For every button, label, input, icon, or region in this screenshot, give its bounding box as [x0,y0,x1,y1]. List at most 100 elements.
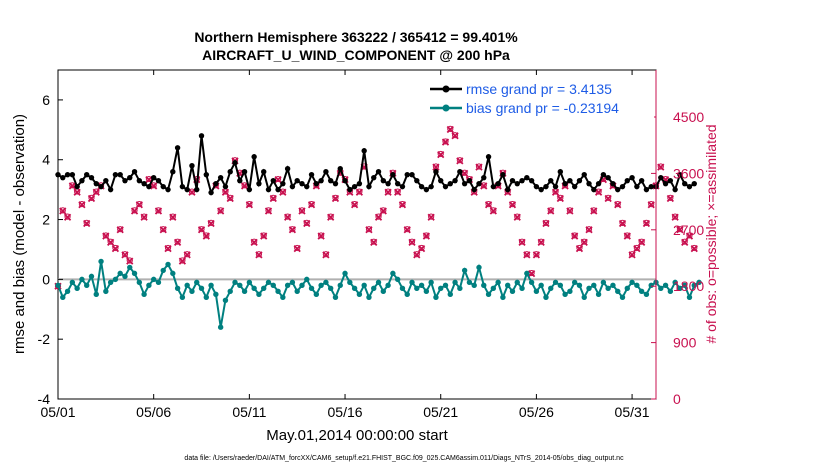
bias-point [438,285,444,292]
obs-assimilated-point [642,219,651,228]
obs-assimilated-point [264,207,273,215]
obs-assimilated-point [188,188,196,196]
obs-assimilated-point [537,238,545,246]
bias-point [361,282,367,289]
bias-point [390,270,396,277]
bias-point [88,273,95,280]
rmse-point [98,183,104,190]
obs-assimilated-point [355,188,364,196]
obs-assimilated-point [508,201,517,209]
bias-point [562,291,568,298]
obs-assimilated-point [135,201,143,209]
obs-possible-point [83,219,90,227]
obs-possible-point [155,207,162,214]
bias-point [414,285,420,292]
obs-assimilated-point [676,226,684,234]
rmse-point [347,186,353,193]
bias-point [605,285,611,292]
obs-possible-point [648,201,655,208]
obs-assimilated-point [150,182,158,190]
obs-possible-point [428,213,435,220]
bias-point [222,297,229,303]
rmse-point [409,171,415,178]
rmse-point [275,186,281,193]
obs-possible-point [160,226,167,233]
rmse-point [452,177,458,184]
obs-assimilated-point [527,270,536,278]
obs-assimilated-point [111,244,120,253]
rmse-point [103,177,109,184]
obs-assimilated-point [183,251,191,259]
bias-point [308,285,315,292]
obs-assimilated-point [73,188,81,196]
obs-possible-point [624,232,631,239]
obs-assimilated-point [571,232,579,240]
bias-point [423,288,430,295]
rmse-point [299,180,305,187]
rmse-point [64,171,71,178]
bias-point [184,282,190,289]
obs-assimilated-point [159,226,167,234]
obs-possible-point [78,201,86,208]
bias-point [261,285,267,292]
bias-point [251,285,257,292]
rmse-point [294,177,300,184]
bias-point [246,279,253,286]
bias-point [122,273,128,280]
bias-point [265,279,272,286]
y-tick-label-left: 2 [42,212,50,228]
bias-point [74,285,80,292]
rmse-point [548,177,554,184]
bias-point [504,282,511,289]
obs-possible-point [590,207,597,214]
bias-point [127,264,133,271]
y-tick-label-left: -4 [38,391,51,407]
rmse-point [634,183,640,190]
obs-assimilated-point [121,251,129,259]
rmse-point [615,186,621,193]
rmse-point [361,148,367,154]
bias-point [165,261,171,268]
obs-possible-point [686,232,693,239]
bias-point [576,282,583,289]
obs-possible-point [188,188,196,195]
obs-assimilated-point [102,232,110,240]
rmse-point [174,145,181,151]
obs-possible-point [126,257,133,264]
obs-possible-point [255,251,263,258]
bias-point [662,282,669,289]
obs-assimilated-point [307,201,316,209]
rmse-point [600,171,607,178]
bias-point [351,285,358,292]
rmse-point [667,177,674,184]
obs-assimilated-point [255,251,263,259]
obs-assimilated-point [269,194,277,203]
rmse-point [476,180,482,187]
obs-assimilated-point [317,232,325,240]
obs-assimilated-point [618,219,627,228]
rmse-point [261,168,267,175]
bias-point [299,282,305,289]
obs-possible-point [566,207,573,214]
obs-possible-point [633,244,640,252]
bias-point [270,282,276,289]
obs-possible-point [571,232,578,239]
obs-possible-point [93,188,100,195]
obs-possible-point [533,251,540,258]
bias-point [131,270,138,277]
obs-assimilated-point [365,226,373,234]
obs-assimilated-point [126,257,134,265]
rmse-point [586,180,592,187]
obs-assimilated-point [394,188,402,196]
bias-point [485,291,492,298]
rmse-point [237,177,243,184]
obs-assimilated-point [446,125,454,134]
obs-assimilated-point [217,207,225,215]
bias-point [571,279,578,286]
rmse-point [629,174,635,181]
obs-possible-point [179,257,186,264]
obs-assimilated-point [63,213,72,221]
obs-possible-point [667,194,674,201]
rmse-point [141,180,147,187]
bias-point [256,291,262,298]
